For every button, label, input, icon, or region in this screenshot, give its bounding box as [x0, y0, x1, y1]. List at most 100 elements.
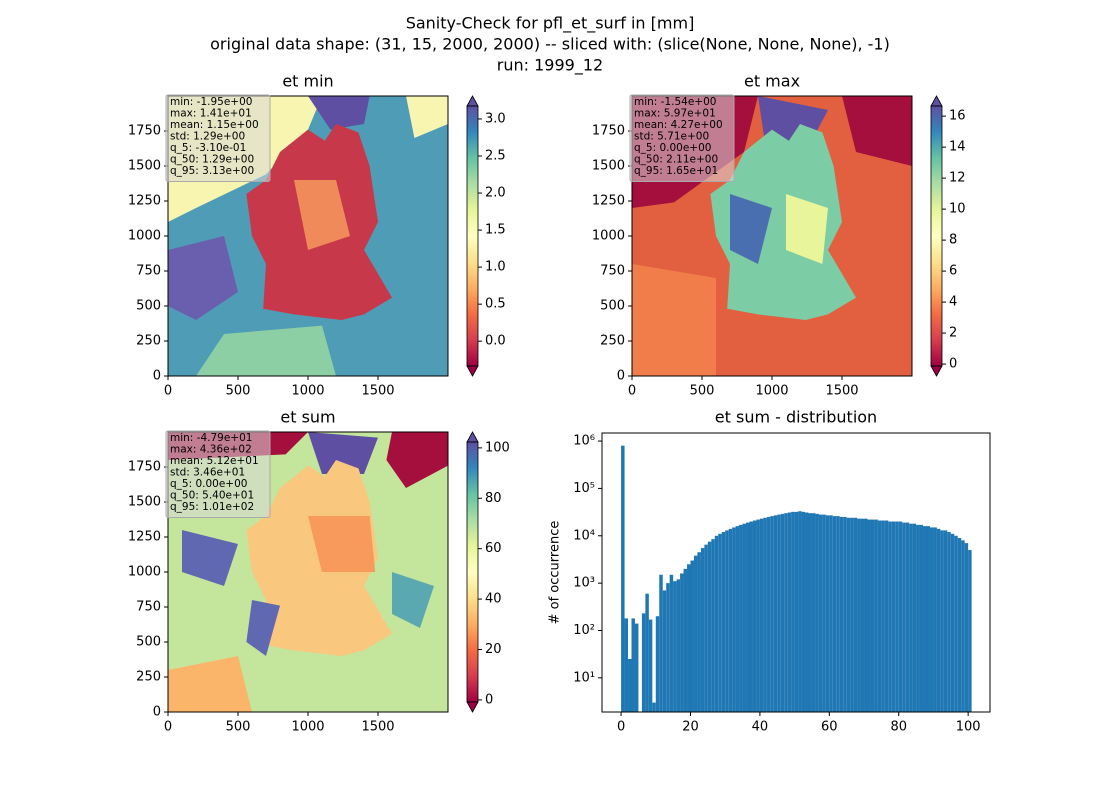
colorbar-tick-label: 60	[485, 541, 502, 556]
bar	[732, 527, 736, 712]
bar	[961, 540, 965, 712]
bar	[624, 618, 629, 712]
bar	[867, 519, 871, 712]
stats-line: std: 5.71e+00	[634, 131, 709, 143]
bar	[929, 527, 934, 712]
y-tick-label: 10¹	[573, 670, 595, 685]
stats-line: min: -1.54e+00	[634, 96, 716, 108]
suptitle: Sanity-Check for pfl_et_surf in [mm]	[406, 14, 695, 34]
map-region	[196, 325, 336, 376]
bar	[749, 521, 753, 712]
bar	[690, 560, 694, 712]
map-region	[182, 530, 238, 586]
stats-line: max: 4.36e+02	[170, 444, 252, 456]
bar	[870, 519, 875, 712]
x-tick-label: 0	[628, 384, 636, 399]
bar	[950, 533, 955, 712]
y-tick-label: 1750	[592, 124, 625, 139]
colorbar-tick-label: 0	[949, 357, 957, 372]
y-tick-label: 1000	[128, 565, 161, 580]
stats-line: q_95: 1.01e+02	[170, 501, 254, 513]
bar	[704, 544, 708, 712]
stats-box	[165, 430, 271, 518]
bar	[836, 516, 840, 712]
bar	[763, 517, 767, 712]
map-region	[246, 600, 280, 656]
y-tick-label: 500	[136, 635, 161, 650]
bar	[943, 530, 948, 712]
axes-frame	[601, 432, 991, 713]
bar	[697, 552, 701, 712]
map-image	[168, 96, 448, 376]
axes-title: et sum - distribution	[715, 408, 877, 427]
colorbar-frame	[466, 105, 479, 367]
stats-box	[629, 94, 735, 182]
bar	[877, 520, 882, 712]
stats-line: q_5: -3.10e-01	[170, 142, 246, 154]
colorbar-extend-bottom	[466, 701, 479, 713]
map-region	[294, 180, 350, 250]
stats-line: mean: 5.12e+01	[170, 455, 259, 467]
bar	[773, 515, 778, 712]
x-tick-label: 80	[890, 720, 907, 735]
colorbar-tick-label: 3.0	[485, 111, 506, 126]
map-region	[710, 124, 856, 320]
x-tick-label: 500	[226, 384, 251, 399]
bar	[964, 543, 969, 712]
bar	[898, 521, 903, 712]
bar	[881, 520, 885, 712]
stats-line: min: -4.79e+01	[170, 432, 252, 444]
x-tick-label: 1500	[361, 384, 394, 399]
colorbar-tick-label: 16	[949, 109, 966, 124]
bar	[926, 526, 930, 712]
bar	[770, 516, 774, 712]
map-region	[406, 96, 448, 138]
bar	[853, 517, 858, 712]
bar	[766, 516, 771, 712]
y-tick-label: 10⁴	[573, 528, 595, 543]
bar	[666, 583, 670, 712]
bar	[933, 527, 937, 712]
bar	[652, 702, 656, 712]
x-tick-label: 100	[956, 720, 981, 735]
bar	[891, 521, 896, 712]
map-region	[168, 236, 238, 320]
stats-line: min: -1.95e+00	[170, 96, 252, 108]
y-tick-label: 750	[136, 600, 161, 615]
x-tick-label: 1000	[755, 384, 788, 399]
y-tick-label: 1500	[128, 495, 161, 510]
bar	[825, 515, 830, 712]
map-region	[308, 432, 378, 474]
bar	[621, 445, 625, 712]
bar	[787, 512, 792, 712]
bar	[811, 513, 816, 712]
map-region	[308, 96, 370, 130]
map-region	[786, 194, 828, 264]
colorbar-tick-label: 0	[485, 692, 493, 707]
y-tick-label: 1750	[128, 460, 161, 475]
y-tick-label: 10⁵	[573, 481, 595, 496]
bar	[777, 514, 781, 712]
bar	[957, 537, 962, 712]
x-tick-label: 40	[752, 720, 769, 735]
bar	[669, 574, 674, 712]
colorbar-extend-bottom	[466, 365, 479, 377]
bar	[676, 579, 681, 712]
colorbar-tick-label: 14	[949, 140, 966, 155]
stats-box	[165, 94, 271, 182]
map-region	[168, 656, 252, 712]
colorbar-tick-label: 2.5	[485, 149, 506, 164]
bar	[860, 518, 865, 712]
bar	[794, 511, 799, 712]
stats-line: mean: 4.27e+00	[634, 119, 723, 131]
y-tick-label: 500	[600, 299, 625, 314]
x-tick-label: 0	[617, 720, 625, 735]
x-tick-label: 500	[690, 384, 715, 399]
bar	[815, 513, 819, 712]
bar	[909, 523, 913, 712]
y-tick-label: 1750	[128, 124, 161, 139]
colorbar-extend-top	[466, 431, 479, 443]
stats-line: q_5: 0.00e+00	[634, 142, 711, 154]
colorbar-tick-label: 100	[485, 440, 510, 455]
